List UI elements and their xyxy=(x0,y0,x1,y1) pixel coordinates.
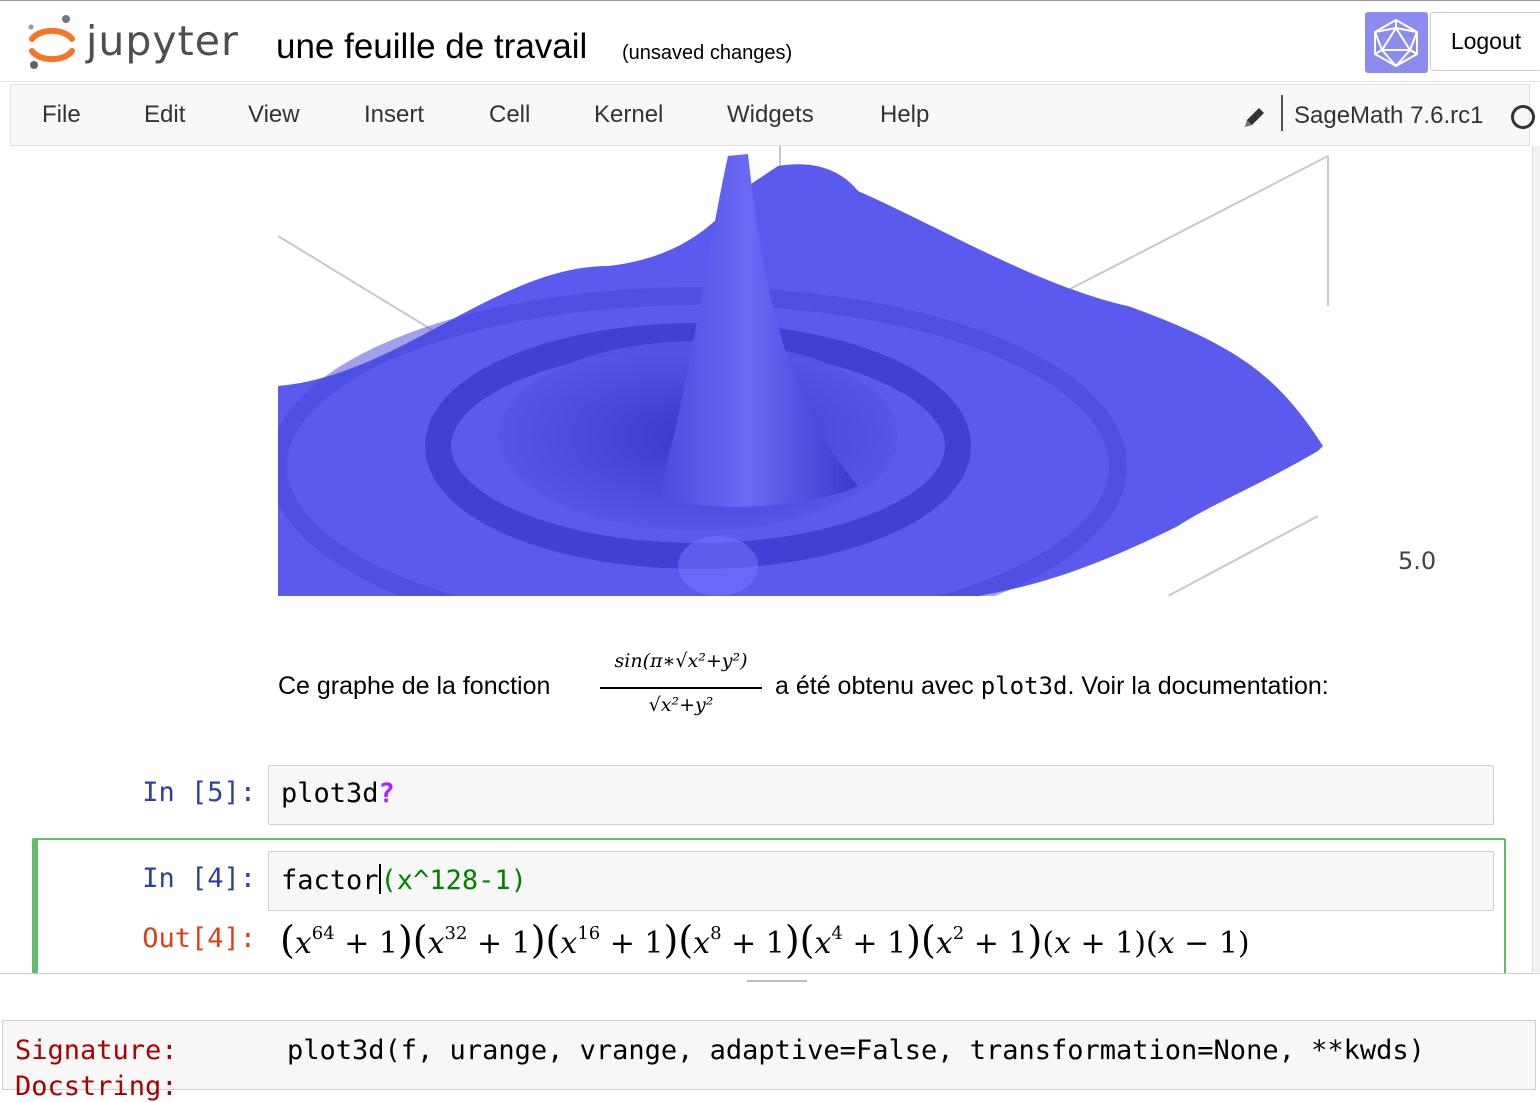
formula-numerator: sin(π∗√x²+y²) xyxy=(614,650,748,672)
markdown-text-intro: Ce graphe de la fonction xyxy=(278,672,551,700)
code-arguments: (x^128-1) xyxy=(380,865,527,896)
notebook-title[interactable]: une feuille de travail xyxy=(276,27,588,66)
menu-view[interactable]: View xyxy=(248,101,300,128)
kernel-idle-indicator xyxy=(1511,105,1535,129)
code-cell-input[interactable]: plot3d? xyxy=(268,765,1494,825)
markdown-text-outro: a été obtenu avec plot3d. Voir la docume… xyxy=(775,672,1329,701)
code-line: factor(x^128-1) xyxy=(281,864,527,896)
input-prompt: In [4]: xyxy=(142,863,256,894)
markdown-inline-code: plot3d xyxy=(980,672,1068,700)
code-identifier: plot3d xyxy=(281,778,379,809)
math-output: (x64 + 1)(x32 + 1)(x16 + 1)(x8 + 1)(x4 +… xyxy=(280,918,1250,962)
menu-file[interactable]: File xyxy=(42,101,81,128)
markdown-text-end: . Voir la documentation: xyxy=(1067,672,1329,700)
save-status: (unsaved changes) xyxy=(622,42,793,64)
notebook-scrollbar[interactable] xyxy=(1532,146,1540,972)
plot-axis-label: 5.0 xyxy=(1398,547,1437,575)
text-cursor xyxy=(378,864,381,894)
polyhedron-icon xyxy=(1374,18,1418,68)
menu-insert[interactable]: Insert xyxy=(364,101,425,128)
pager-resize-handle[interactable] xyxy=(0,973,1540,991)
code-help-operator: ? xyxy=(378,778,395,809)
notebook-header: jupyter une feuille de travail (unsaved … xyxy=(0,0,1540,82)
plot-peak xyxy=(658,154,858,507)
jupyter-logo-icon xyxy=(28,15,75,69)
user-avatar[interactable] xyxy=(1365,12,1428,73)
logout-button[interactable]: Logout xyxy=(1430,12,1540,71)
plot3d-surface-output[interactable] xyxy=(278,146,1448,596)
menubar: File Edit View Insert Cell Kernel Widget… xyxy=(10,84,1535,146)
menu-kernel[interactable]: Kernel xyxy=(594,101,664,128)
menu-help[interactable]: Help xyxy=(880,101,930,128)
selected-cell[interactable] xyxy=(32,838,1506,978)
docstring-label: Docstring: xyxy=(15,1071,178,1102)
formula-denominator: √x²+y² xyxy=(648,694,714,716)
markdown-cell[interactable]: Ce graphe de la fonction sin(π∗√x²+y²) √… xyxy=(278,650,1478,730)
signature-label: Signature: xyxy=(15,1035,178,1066)
input-prompt: In [5]: xyxy=(142,777,256,808)
menu-widgets[interactable]: Widgets xyxy=(727,101,814,128)
jupyter-logo-text: jupyter xyxy=(86,17,239,65)
code-line: plot3d? xyxy=(281,778,395,809)
code-cell-input[interactable]: factor(x^128-1) xyxy=(268,851,1494,911)
math-formula: sin(π∗√x²+y²) √x²+y² xyxy=(600,650,762,728)
pencil-icon[interactable] xyxy=(1241,105,1267,131)
menu-edit[interactable]: Edit xyxy=(144,101,186,128)
markdown-text-after: a été obtenu avec xyxy=(775,672,974,700)
formula-fraction-bar xyxy=(600,687,762,689)
kernel-name: SageMath 7.6.rc1 xyxy=(1294,102,1484,129)
jupyter-logo[interactable]: jupyter xyxy=(26,13,246,73)
menu-cell[interactable]: Cell xyxy=(489,101,531,128)
code-function: factor xyxy=(281,865,379,896)
pager-grip xyxy=(747,980,807,982)
signature-value: plot3d(f, urange, vrange, adaptive=False… xyxy=(287,1035,1425,1066)
kernel-separator xyxy=(1281,95,1283,131)
output-prompt: Out[4]: xyxy=(142,923,256,954)
